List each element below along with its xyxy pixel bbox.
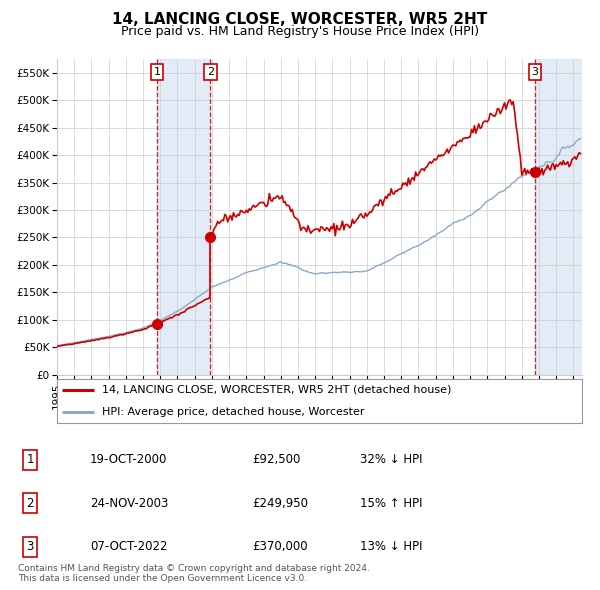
Text: 2: 2: [26, 497, 34, 510]
Text: £249,950: £249,950: [252, 497, 308, 510]
Text: Price paid vs. HM Land Registry's House Price Index (HPI): Price paid vs. HM Land Registry's House …: [121, 25, 479, 38]
Text: £92,500: £92,500: [252, 453, 301, 466]
Text: 3: 3: [532, 67, 539, 77]
Bar: [157, 59, 210, 375]
Text: 14, LANCING CLOSE, WORCESTER, WR5 2HT: 14, LANCING CLOSE, WORCESTER, WR5 2HT: [112, 12, 488, 27]
Text: Contains HM Land Registry data © Crown copyright and database right 2024.
This d: Contains HM Land Registry data © Crown c…: [18, 564, 370, 584]
Text: 07-OCT-2022: 07-OCT-2022: [90, 540, 167, 553]
Text: 3: 3: [26, 540, 34, 553]
Text: 2: 2: [206, 67, 214, 77]
Text: 1: 1: [154, 67, 160, 77]
Text: 19-OCT-2000: 19-OCT-2000: [90, 453, 167, 466]
Text: £370,000: £370,000: [252, 540, 308, 553]
Text: 1: 1: [26, 453, 34, 466]
Text: 24-NOV-2003: 24-NOV-2003: [90, 497, 169, 510]
Text: 32% ↓ HPI: 32% ↓ HPI: [360, 453, 422, 466]
Text: HPI: Average price, detached house, Worcester: HPI: Average price, detached house, Worc…: [101, 407, 364, 417]
Text: 14, LANCING CLOSE, WORCESTER, WR5 2HT (detached house): 14, LANCING CLOSE, WORCESTER, WR5 2HT (d…: [101, 385, 451, 395]
Text: 15% ↑ HPI: 15% ↑ HPI: [360, 497, 422, 510]
Text: 13% ↓ HPI: 13% ↓ HPI: [360, 540, 422, 553]
Bar: [535, 59, 582, 375]
